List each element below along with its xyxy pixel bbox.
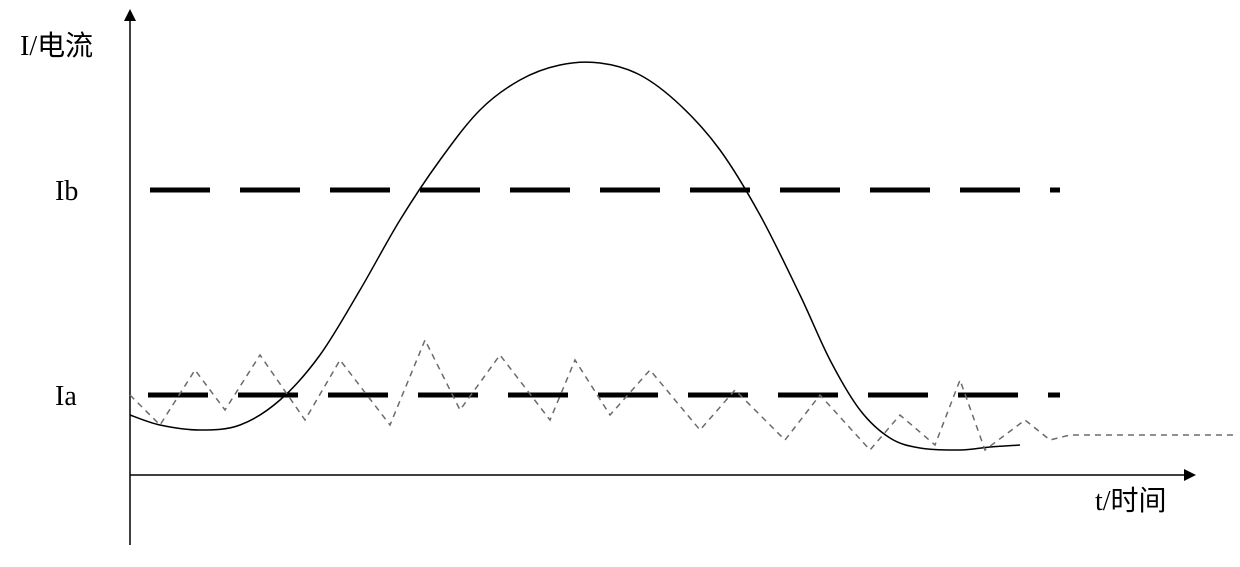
smooth-current-curve	[130, 62, 1020, 450]
y-axis-label: I/电流	[20, 30, 93, 62]
x-axis-label: t/时间	[1095, 485, 1167, 517]
threshold-ib-label: Ib	[55, 176, 78, 207]
current-time-chart: Ib Ia I/电流 t/时间	[0, 0, 1240, 567]
threshold-ia-label: Ia	[55, 381, 77, 412]
